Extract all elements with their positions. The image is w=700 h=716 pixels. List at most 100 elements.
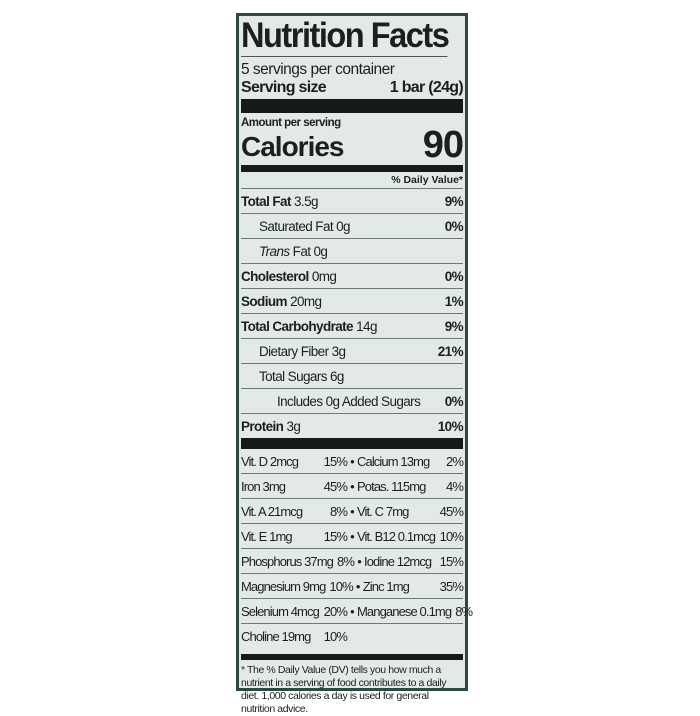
daily-value-header: % Daily Value* — [241, 172, 463, 189]
bullet-separator: • — [350, 603, 355, 619]
vitamin-name: Vit. B12 0.1mcg — [357, 528, 436, 544]
vitamin-row: Iron 3mg 45% • Potas. 115mg 4% — [241, 474, 464, 499]
nutrient-row: Saturated Fat 0g 0% — [241, 214, 464, 239]
calories-value: 90 — [422, 124, 464, 166]
vitamin-daily-value: 10% — [323, 628, 348, 644]
vitamin-daily-value: 45% — [439, 503, 464, 519]
nutrient-row: Dietary Fiber 3g 21% — [241, 339, 464, 364]
nutrient-daily-value: 9% — [444, 318, 464, 334]
vitamin-name: Calcium 13mg — [357, 453, 430, 469]
nutrition-facts-label: Nutrition Facts 5 servings per container… — [236, 13, 473, 715]
vitamin-name: Choline 19mg — [241, 628, 311, 644]
label-title: Nutrition Facts — [241, 16, 450, 57]
vitamin-row: Phosphorus 37mg 8% • Iodine 12mcg 15% — [241, 549, 464, 574]
bullet-separator: • — [350, 528, 355, 544]
nutrient-label: Total Fat 3.5g — [241, 194, 318, 209]
nutrient-name: Trans — [259, 243, 290, 259]
vitamin-daily-value: 2% — [446, 453, 464, 469]
nutrient-daily-value: 9% — [444, 193, 464, 209]
vitamin-name: Magnesium 9mg — [241, 578, 326, 594]
vitamin-name: Phosphorus 37mg — [241, 553, 334, 569]
nutrient-label: Total Carbohydrate 14g — [241, 319, 377, 334]
nutrient-daily-value: 10% — [437, 418, 464, 434]
bullet-separator: • — [350, 453, 355, 469]
nutrient-label: Cholesterol 0mg — [241, 268, 337, 284]
thick-divider — [241, 438, 463, 449]
nutrient-name: Cholesterol — [241, 268, 309, 284]
nutrient-daily-value: 0% — [444, 268, 464, 284]
vitamin-row: Vit. D 2mcg 15% • Calcium 13mg 2% — [241, 449, 464, 474]
bullet-separator: • — [350, 503, 355, 519]
serving-size-value: 1 bar (24g) — [389, 79, 464, 96]
nutrient-label: Sodium 20mg — [241, 293, 322, 309]
vitamin-name: Iodine 12mcg — [364, 553, 432, 569]
nutrient-amount: 14g — [356, 318, 377, 334]
nutrient-row: Trans Fat 0g — [241, 239, 463, 264]
vitamin-daily-value: 15% — [323, 528, 348, 544]
nutrient-amount: Fat 0g — [292, 243, 328, 259]
nutrient-daily-value: 0% — [444, 218, 464, 234]
nutrient-row: Cholesterol 0mg 0% — [241, 264, 464, 289]
nutrient-label: Total Sugars 6g — [241, 369, 344, 384]
nutrient-row: Sodium 20mg 1% — [241, 289, 464, 314]
bullet-separator: • — [355, 578, 361, 594]
nutrient-amount: 0mg — [311, 268, 337, 284]
vitamin-daily-value: 35% — [439, 578, 464, 594]
nutrient-row: Protein 3g 10% — [241, 414, 464, 438]
vitamin-daily-value: 20% — [323, 603, 348, 619]
nutrient-row: Includes 0g Added Sugars 0% — [241, 389, 464, 414]
vitamin-daily-value: 10% — [329, 578, 353, 594]
vitamin-name: Selenium 4mcg — [241, 603, 320, 619]
vitamin-daily-value: 8% — [337, 553, 355, 569]
vitamin-row: Choline 19mg 10% — [241, 624, 463, 648]
bullet-separator: • — [357, 553, 362, 569]
nutrient-name: Total Fat — [241, 193, 291, 209]
nutrient-label: Dietary Fiber 3g — [241, 344, 346, 359]
nutrient-name: Protein — [241, 418, 284, 434]
vitamin-daily-value: 8% — [330, 503, 348, 519]
nutrient-name: Total Carbohydrate — [241, 318, 354, 334]
medium-divider — [241, 165, 463, 172]
vitamin-daily-value: 15% — [439, 553, 464, 569]
vitamin-row: Vit. E 1mg 15% • Vit. B12 0.1mcg 10% — [241, 524, 464, 549]
nutrient-daily-value: 21% — [437, 343, 464, 359]
vitamin-daily-value: 8% — [455, 603, 473, 619]
thick-divider — [241, 99, 463, 113]
amount-per-serving: Amount per serving — [241, 117, 341, 129]
vitamin-row: Selenium 4mcg 20% • Manganese 0.1mg 8% — [241, 599, 473, 624]
medium-divider — [241, 654, 463, 660]
servings-per-container: 5 servings per container — [241, 61, 395, 78]
nutrient-row: Total Carbohydrate 14g 9% — [241, 314, 464, 339]
nutrient-row: Total Sugars 6g — [241, 364, 463, 389]
nutrient-label: Saturated Fat 0g — [241, 218, 351, 234]
nutrient-amount: 3.5g — [294, 193, 318, 209]
vitamin-name: Potas. 115mg — [357, 478, 426, 494]
vitamin-name: Iron 3mg — [241, 478, 286, 494]
nutrient-amount: 3g — [286, 418, 301, 434]
nutrient-row: Total Fat 3.5g 9% — [241, 189, 464, 214]
vitamin-name: Vit. C 7mg — [357, 503, 409, 519]
nutrient-name: Total Sugars 6g — [259, 368, 344, 384]
nutrient-name: Includes 0g Added Sugars — [277, 393, 421, 409]
nutrient-name: Saturated Fat 0g — [259, 218, 351, 234]
nutrient-amount: 20mg — [290, 293, 322, 309]
bullet-separator: • — [350, 478, 355, 494]
vitamin-row: Magnesium 9mg 10% • Zinc 1mg 35% — [241, 574, 464, 599]
calories-label: Calories — [241, 131, 344, 162]
vitamin-name: Vit. A 21mcg — [241, 503, 303, 519]
vitamin-name: Zinc 1mg — [362, 578, 410, 594]
serving-size-label: Serving size — [241, 79, 327, 96]
nutrient-daily-value: 1% — [444, 293, 464, 309]
vitamin-list: Vit. D 2mcg 15% • Calcium 13mg 2% Iron 3mg 45%… — [241, 449, 473, 648]
footnote: * The % Daily Value (DV) tells you how m… — [241, 664, 447, 715]
nutrient-name: Sodium — [241, 293, 288, 309]
vitamin-row: Vit. A 21mcg 8% • Vit. C 7mg 45% — [241, 499, 464, 524]
vitamin-name: Vit. E 1mg — [241, 528, 293, 544]
vitamin-daily-value: 10% — [439, 528, 464, 544]
nutrient-label: Trans Fat 0g — [241, 243, 328, 259]
vitamin-daily-value: 4% — [446, 478, 464, 494]
nutrient-list: Total Fat 3.5g 9% Saturated Fat 0g 0% Trans… — [241, 189, 464, 438]
nutrient-label: Protein 3g — [241, 418, 301, 434]
vitamin-daily-value: 45% — [323, 478, 348, 494]
nutrient-label: Includes 0g Added Sugars — [241, 393, 421, 409]
